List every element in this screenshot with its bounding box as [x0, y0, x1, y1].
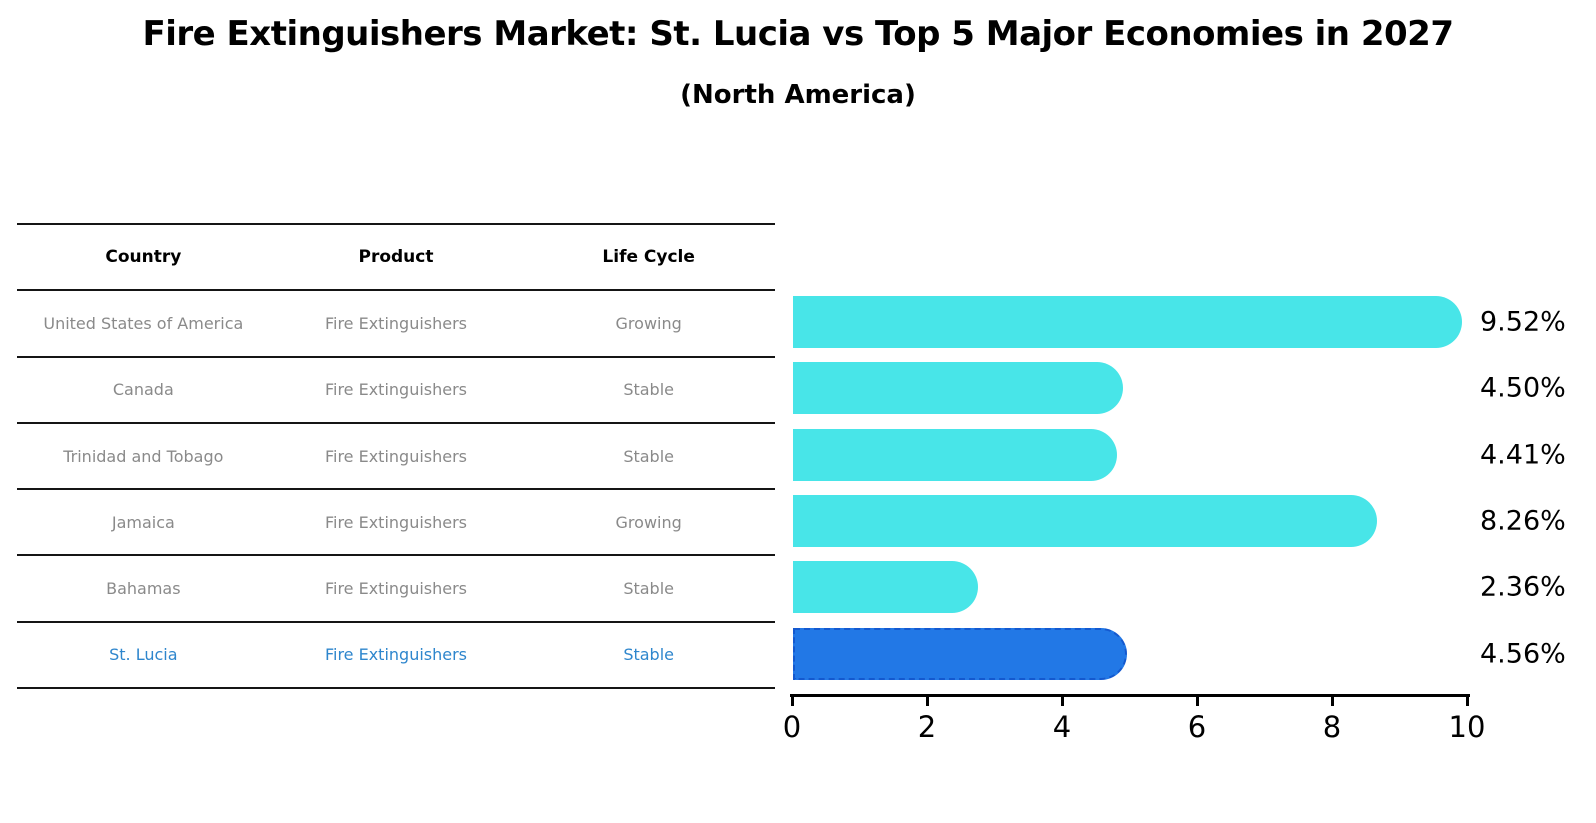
bar-row — [793, 621, 1468, 687]
chart-subtitle: (North America) — [680, 80, 916, 110]
country-cell: United States of America — [43, 313, 244, 333]
table-body: United States of America Fire Extinguishe… — [17, 291, 775, 690]
x-axis-tick-label: 10 — [1448, 710, 1486, 744]
x-axis-tick — [1196, 697, 1199, 706]
bar-trinidad-and-tobago[interactable] — [793, 428, 1117, 481]
country-cell: Trinidad and Tobago — [63, 446, 224, 466]
table-row: Trinidad and Tobago Fire Extinguishers Sta… — [17, 424, 775, 491]
table-row: Jamaica Fire Extinguishers Growing — [17, 490, 775, 557]
country-cell: Jamaica — [111, 512, 175, 532]
col-header-life-cycle: Life Cycle — [602, 247, 695, 268]
x-axis-line — [790, 694, 1470, 697]
table-row: Bahamas Fire Extinguishers Stable — [17, 556, 775, 623]
x-axis-tick — [1061, 697, 1064, 706]
table-row: United States of America Fire Extinguishe… — [17, 291, 775, 358]
bar-row — [793, 422, 1468, 488]
bar-canada[interactable] — [793, 362, 1123, 415]
country-cell: Canada — [112, 380, 174, 400]
bar-plot-area — [793, 289, 1468, 687]
country-table: Country Product Life Cycle United States… — [17, 223, 775, 690]
country-cell: St. Lucia — [109, 645, 178, 665]
value-label: 9.52% — [1480, 306, 1566, 338]
life-cycle-cell: Stable — [623, 645, 674, 665]
x-axis-tick — [926, 697, 929, 706]
product-cell: Fire Extinguishers — [324, 446, 468, 466]
x-axis-tick-label: 8 — [1322, 710, 1342, 744]
bar-united-states-of-america[interactable] — [793, 296, 1462, 348]
x-axis-tick-label: 6 — [1187, 710, 1207, 744]
value-label: 8.26% — [1480, 505, 1566, 537]
life-cycle-cell: Stable — [623, 380, 674, 400]
bar-row — [793, 488, 1468, 554]
product-cell: Fire Extinguishers — [324, 645, 468, 665]
col-header-country: Country — [105, 247, 182, 268]
bar-highlight-st-lucia[interactable] — [793, 627, 1127, 680]
x-axis-tick — [1331, 697, 1334, 706]
table-header-row: Country Product Life Cycle — [17, 225, 775, 292]
bar-row — [793, 289, 1468, 355]
x-axis-tick — [791, 697, 794, 706]
chart-title: Fire Extinguishers Market: St. Lucia vs … — [142, 14, 1454, 54]
bar-row — [793, 355, 1468, 421]
product-cell: Fire Extinguishers — [324, 512, 468, 532]
value-label: 4.56% — [1480, 638, 1566, 670]
life-cycle-cell: Stable — [623, 579, 674, 599]
bar-jamaica[interactable] — [793, 494, 1377, 547]
value-label: 4.50% — [1480, 372, 1566, 404]
life-cycle-cell: Growing — [615, 313, 682, 333]
value-label: 4.41% — [1480, 439, 1566, 471]
product-cell: Fire Extinguishers — [324, 579, 468, 599]
x-axis-tick-label: 4 — [1052, 710, 1072, 744]
product-cell: Fire Extinguishers — [324, 313, 468, 333]
table-row: Canada Fire Extinguishers Stable — [17, 358, 775, 424]
x-axis-tick — [1466, 697, 1469, 706]
value-label: 2.36% — [1480, 571, 1566, 603]
x-axis-tick-label: 2 — [917, 710, 937, 744]
product-cell: Fire Extinguishers — [324, 380, 468, 400]
bar-bahamas[interactable] — [793, 561, 978, 614]
life-cycle-cell: Growing — [615, 512, 682, 532]
x-axis-tick-label: 0 — [782, 710, 802, 744]
country-cell: Bahamas — [106, 579, 181, 599]
table-row: St. Lucia Fire Extinguishers Stable — [17, 623, 775, 690]
bar-row — [793, 554, 1468, 620]
col-header-product: Product — [358, 247, 434, 268]
life-cycle-cell: Stable — [623, 446, 674, 466]
